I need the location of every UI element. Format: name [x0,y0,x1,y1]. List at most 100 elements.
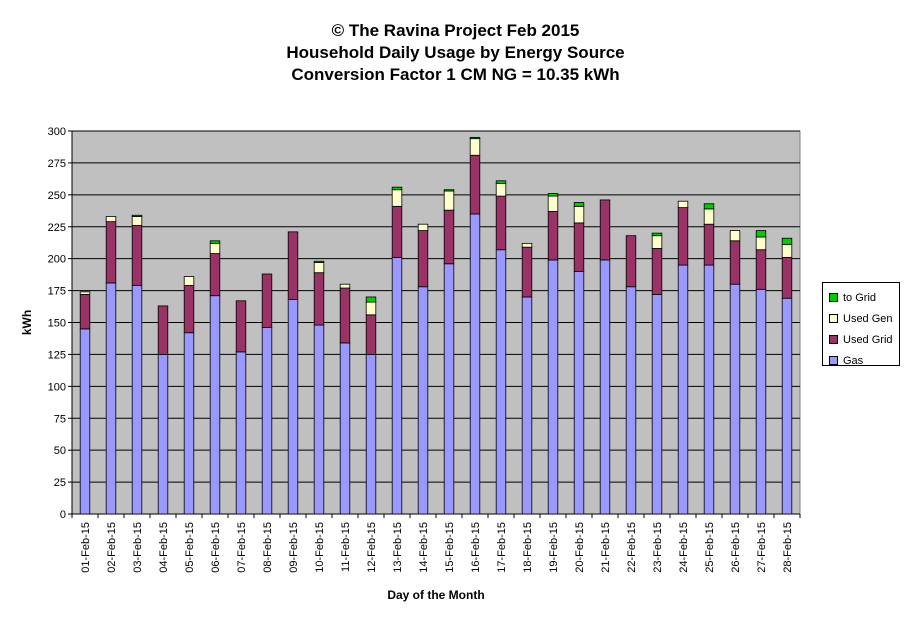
bar-used-gen [183,276,195,286]
x-tick-label: 07-Feb-15 [236,522,248,573]
y-tick-label: 25 [54,477,66,489]
bar-gas [443,263,455,515]
bar-used-gen [313,262,325,274]
bar-gas [755,288,767,515]
bar-used-gen [209,242,221,254]
bar-to-grid [651,232,663,237]
y-axis-label: kWh [20,310,34,335]
legend-label-to-grid: to Grid [843,291,877,304]
bar-gas [209,295,221,515]
bar-gas [599,259,611,515]
x-tick-label: 15-Feb-15 [444,522,456,573]
y-tick-label: 200 [48,254,66,266]
legend-item-to-grid: to Grid [829,287,899,308]
y-tick-label: 150 [48,318,66,330]
bar-gas [651,294,663,515]
bar-used-grid [417,230,429,288]
bar-to-grid [313,260,325,263]
chart-title-line-1: © The Ravina Project Feb 2015 [331,21,580,40]
bar-used-gen [755,236,767,251]
legend-swatch-used-grid [829,335,838,344]
y-tick-label: 125 [48,349,66,361]
bar-used-grid [495,195,507,251]
legend-label-used-gen: Used Gen [843,312,893,325]
bar-gas [781,297,793,515]
bar-used-gen [79,291,91,295]
bar-to-grid [469,136,481,140]
bar-used-grid [79,294,91,330]
x-tick-label: 11-Feb-15 [340,522,352,572]
bar-used-grid [469,154,481,215]
bar-used-grid [209,253,221,297]
y-tick-label: 275 [48,158,66,170]
bar-gas [313,324,325,515]
x-tick-label: 08-Feb-15 [262,522,274,573]
bar-gas [469,213,481,515]
legend-swatch-gas [829,356,838,365]
legend-swatch-to-grid [829,293,838,302]
bar-used-grid [131,225,143,286]
x-tick-label: 17-Feb-15 [496,522,508,573]
bar-used-gen [131,216,143,226]
bar-gas [495,249,507,515]
bar-used-gen [443,190,455,211]
bar-gas [261,327,273,515]
y-tick-label: 50 [54,445,66,457]
x-tick-label: 24-Feb-15 [678,522,690,573]
bar-used-gen [677,200,689,208]
bar-used-gen [521,242,533,248]
x-tick-label: 02-Feb-15 [106,522,118,573]
chart-title-line-2: Household Daily Usage by Energy Source [286,43,625,62]
x-tick-label: 27-Feb-15 [756,522,768,573]
bar-used-grid [677,207,689,266]
bar-gas [339,342,351,515]
legend-label-used-grid: Used Grid [843,333,893,346]
legend-item-gas: Gas [829,350,899,371]
legend-item-used-gen: Used Gen [829,308,899,329]
x-tick-label: 13-Feb-15 [392,522,404,573]
legend-item-used-grid: Used Grid [829,329,899,350]
y-tick-label: 225 [48,222,66,234]
bar-gas [391,256,403,515]
bar-used-grid [157,305,169,355]
bar-used-gen [105,216,117,223]
bar-used-gen [417,223,429,231]
bar-gas [547,259,559,515]
y-tick-label: 250 [48,190,66,202]
bar-gas [703,264,715,515]
bar-used-gen [365,301,377,316]
x-tick-label: 19-Feb-15 [548,522,560,573]
bar-used-gen [391,189,403,207]
bar-used-grid [521,246,533,298]
y-tick-label: 75 [54,413,66,425]
bar-gas [131,285,143,515]
bar-used-grid [625,235,637,288]
bar-used-grid [183,285,195,334]
bar-to-grid [703,203,715,210]
bar-used-gen [547,195,559,212]
bar-used-grid [339,287,351,344]
bar-used-grid [261,273,273,329]
bar-to-grid [443,189,455,192]
y-tick-label: 100 [48,381,66,393]
bar-used-gen [573,205,585,224]
x-tick-label: 21-Feb-15 [600,522,612,573]
bar-gas [625,286,637,515]
bar-to-grid [781,237,793,246]
bar-used-grid [781,256,793,299]
bar-to-grid [547,193,559,197]
x-tick-label: 28-Feb-15 [782,522,794,573]
x-tick-label: 22-Feb-15 [626,522,638,573]
bar-used-grid [313,272,325,326]
bar-used-gen [703,208,715,225]
bar-to-grid [131,214,143,217]
x-tick-label: 16-Feb-15 [470,522,482,573]
x-tick-label: 14-Feb-15 [418,522,430,573]
y-tick-label: 0 [60,509,66,521]
legend-label-gas: Gas [843,354,864,367]
bar-used-grid [547,211,559,261]
bar-gas [521,296,533,515]
chart-title-line-3: Conversion Factor 1 CM NG = 10.35 kWh [291,65,620,84]
chart-legend: to Grid Used Gen Used Grid Gas [822,282,900,367]
